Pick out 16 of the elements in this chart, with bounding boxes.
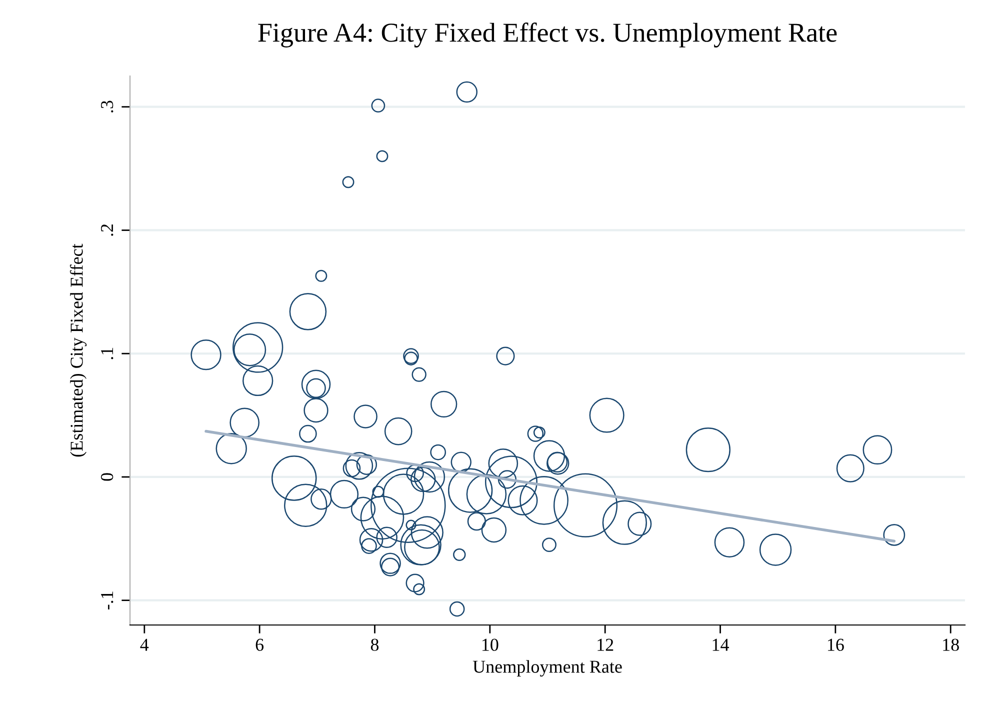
chart-title: Figure A4: City Fixed Effect vs. Unemployment Rate [258, 22, 837, 48]
x-tick-label: 8 [370, 638, 379, 651]
y-axis-title: (Estimated) City Fixed Effect [70, 244, 87, 457]
x-tick-label: 4 [140, 638, 149, 651]
y-tick-label: .1 [101, 348, 114, 360]
x-tick-label: 14 [712, 638, 730, 651]
x-axis-title: Unemployment Rate [472, 660, 622, 677]
x-tick-label: 6 [256, 638, 264, 651]
x-tick-label: 16 [828, 638, 844, 651]
y-tick-label: .2 [101, 224, 114, 236]
x-tick-label: 12 [598, 638, 614, 651]
x-tick-label: 10 [482, 638, 498, 651]
x-tick-label: 18 [943, 638, 959, 651]
y-tick-label: -.1 [101, 592, 114, 610]
y-tick-label: 0 [100, 473, 114, 481]
y-tick-label: .3 [101, 100, 114, 112]
